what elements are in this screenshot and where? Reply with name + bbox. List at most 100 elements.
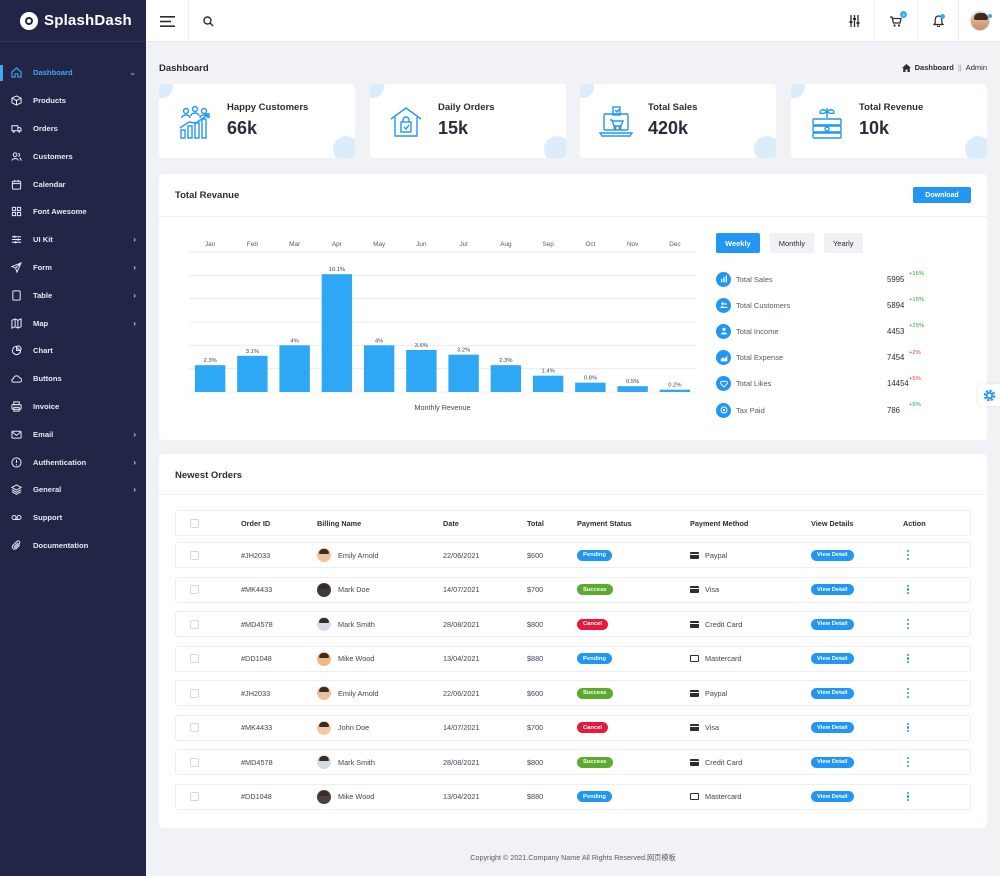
table-header-row: Order ID Billing Name Date Total Payment Sta… [175, 510, 971, 536]
metric-change: +2% [909, 349, 921, 356]
users-icon [10, 152, 22, 161]
view-detail-button[interactable]: View Detail [811, 687, 854, 699]
sidebar-item-products[interactable]: Products [0, 87, 146, 115]
sidebar-item-authentication[interactable]: Authentication › [0, 448, 146, 476]
sidebar-item-label: Chart [33, 346, 53, 356]
order-id: #DD1048 [241, 654, 272, 663]
billing-name: Emily Arnold [338, 688, 379, 698]
sidebar-item-email[interactable]: Email › [0, 420, 146, 448]
stat-label: Daily Orders [438, 102, 495, 113]
status-badge: Cancel [577, 618, 609, 630]
area-chart-icon [720, 354, 727, 361]
row-checkbox[interactable] [190, 550, 199, 560]
printer-icon-wrap [10, 400, 22, 412]
view-detail-button[interactable]: View Detail [811, 584, 854, 595]
order-total: $700 [527, 585, 544, 594]
more-actions-icon[interactable] [907, 550, 910, 560]
chevron-icon: › [133, 262, 136, 272]
sidebar-item-label: Support [33, 513, 63, 523]
more-actions-icon[interactable] [907, 584, 910, 595]
stat-card-total-sales: Total Sales 420k [580, 84, 776, 158]
card-icon [690, 689, 699, 697]
view-detail-button[interactable]: View Detail [811, 549, 854, 561]
more-actions-icon[interactable] [907, 619, 910, 629]
more-actions-icon[interactable] [907, 757, 910, 767]
sidebar-item-label: Email [33, 429, 54, 439]
sidebar-item-map[interactable]: Map › [0, 309, 146, 337]
cart-button[interactable]: 2 [875, 0, 917, 42]
menu-toggle-button[interactable] [146, 0, 188, 42]
heart-icon [719, 380, 728, 388]
row-checkbox[interactable] [190, 723, 199, 732]
sidebar-item-form[interactable]: Form › [0, 254, 146, 282]
row-checkbox[interactable] [190, 585, 199, 594]
select-all-checkbox[interactable] [190, 518, 199, 528]
row-checkbox[interactable] [190, 688, 199, 698]
view-detail-button[interactable]: View Detail [811, 653, 854, 664]
payment-method: Paypal [705, 550, 728, 560]
sidebar-item-table[interactable]: Table › [0, 281, 146, 309]
row-checkbox[interactable] [190, 619, 199, 629]
monthly-revenue-chart: Jan 2.3% Feb 3.1% Mar 4% Apr 10.1% May 4% Jun 3.6% J… [189, 241, 696, 412]
sidebar-item-documentation[interactable]: Documentation [0, 532, 146, 560]
card-icon [690, 758, 699, 766]
notifications-button[interactable] [918, 0, 958, 42]
data-label: 2.3% [204, 358, 217, 364]
sidebar-item-calendar[interactable]: Calendar [0, 170, 146, 198]
revenue-panel-title: Total Revanue [175, 190, 240, 201]
sidebar-item-general[interactable]: General › [0, 476, 146, 504]
tab-yearly[interactable]: Yearly [823, 233, 863, 253]
sidebar-item-orders[interactable]: Orders [0, 115, 146, 143]
brand-logo[interactable]: SplashDash [0, 0, 146, 42]
sidebar-item-chart[interactable]: Chart [0, 337, 146, 365]
sidebar-item-label: Customers [33, 151, 73, 161]
more-actions-icon[interactable] [907, 653, 910, 664]
order-date: 13/04/2021 [443, 792, 480, 801]
theme-settings-button[interactable] [978, 384, 1000, 406]
order-id: #MK4433 [241, 585, 273, 594]
cart-badge: 2 [900, 11, 907, 18]
payment-method-cell: Credit Card [690, 612, 742, 636]
metric-label: Tax Paid [736, 405, 765, 415]
stat-label: Happy Customers [227, 102, 309, 113]
settings-sliders-button[interactable] [835, 0, 873, 42]
send-icon [10, 261, 22, 273]
sidebar-item-label: Invoice [33, 401, 60, 411]
sidebar-item-invoice[interactable]: Invoice [0, 393, 146, 421]
row-checkbox[interactable] [190, 757, 199, 767]
order-date: 22/06/2021 [443, 688, 480, 698]
download-button[interactable]: Download [913, 187, 971, 203]
printer-icon [10, 401, 22, 412]
avatar [317, 755, 331, 769]
sidebar-item-customers[interactable]: Customers [0, 142, 146, 170]
sidebar-item-font-awesome[interactable]: Font Awesome [0, 198, 146, 226]
sidebar-item-buttons[interactable]: Buttons [0, 365, 146, 393]
more-actions-icon[interactable] [907, 688, 910, 698]
card-icon [690, 586, 699, 593]
heart-icon-badge [716, 376, 731, 392]
stat-card-total-revenue: Total Revenue 10k [791, 84, 987, 158]
tab-monthly[interactable]: Monthly [769, 233, 814, 253]
row-checkbox[interactable] [190, 654, 199, 663]
billing-name: Mark Smith [338, 619, 375, 629]
more-actions-icon[interactable] [907, 722, 910, 733]
user-menu-button[interactable] [959, 0, 1000, 42]
view-detail-button[interactable]: View Detail [811, 756, 854, 768]
stat-card-daily-orders: Daily Orders 15k [370, 84, 566, 158]
sidebar-item-ui-kit[interactable]: UI Kit › [0, 226, 146, 254]
breadcrumb-home-link[interactable]: Dashboard [914, 63, 954, 72]
sidebar-item-support[interactable]: Support [0, 504, 146, 532]
view-detail-button[interactable]: View Detail [811, 722, 854, 733]
billing-name-cell: Mike Wood [317, 785, 374, 809]
billing-name: Emily Arnold [338, 550, 379, 560]
row-checkbox[interactable] [190, 792, 199, 801]
search-button[interactable] [198, 0, 218, 42]
sidebar-item-dashboard[interactable]: Dashboard ⌄ [0, 59, 146, 87]
billing-name: Mike Wood [338, 792, 375, 801]
more-actions-icon[interactable] [907, 791, 910, 802]
view-detail-button[interactable]: View Detail [811, 618, 854, 630]
tab-weekly[interactable]: Weekly [716, 233, 760, 253]
avatar [317, 789, 331, 804]
stat-card-happy-customers: Happy Customers 66k [159, 84, 355, 158]
view-detail-button[interactable]: View Detail [811, 791, 854, 802]
